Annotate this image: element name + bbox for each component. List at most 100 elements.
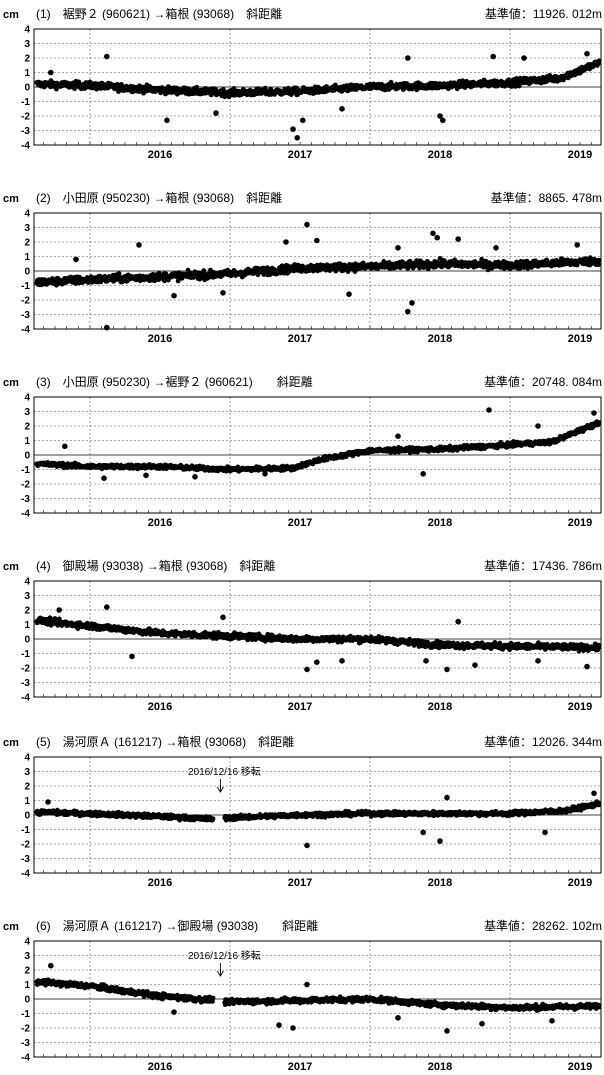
y-tick-label: 3 xyxy=(24,591,30,602)
x-tick-label: 2018 xyxy=(428,701,452,713)
chart-panel: cm(3) 小田原 (950230) →裾野２ (960621) 斜距離基準値：… xyxy=(0,375,604,531)
y-tick-label: 2 xyxy=(24,422,30,433)
data-point xyxy=(164,118,170,124)
y-tick-label: -2 xyxy=(21,664,30,675)
y-tick-label: -2 xyxy=(21,296,30,307)
data-point xyxy=(220,290,226,296)
data-point xyxy=(455,236,461,242)
y-tick-label: 1 xyxy=(24,252,30,263)
y-tick-label: 4 xyxy=(24,577,30,588)
data-point xyxy=(62,444,68,450)
y-tick-label: 1 xyxy=(24,620,30,631)
chart-panel: cm(5) 湯河原Ａ (161217) →箱根 (93068) 斜距離基準値：1… xyxy=(0,735,604,891)
data-point xyxy=(490,54,496,60)
data-point xyxy=(535,423,541,429)
data-point xyxy=(171,293,177,299)
y-tick-label: 4 xyxy=(24,209,30,220)
data-point xyxy=(220,615,226,621)
scatter-plot: 4 3 2 1 0 -1 -2 -3 -4 2016 2017 2018 2019 xyxy=(0,191,604,347)
data-point xyxy=(294,135,300,141)
y-tick-label: 4 xyxy=(24,393,30,404)
y-tick-label: -4 xyxy=(21,325,30,336)
y-tick-label: -3 xyxy=(21,854,30,865)
y-tick-label: 1 xyxy=(24,796,30,807)
data-point xyxy=(423,658,429,664)
data-point xyxy=(314,659,320,665)
data-point xyxy=(300,118,306,124)
data-point xyxy=(444,667,450,673)
data-point xyxy=(129,654,135,660)
data-point xyxy=(395,245,401,251)
y-tick-label: -3 xyxy=(21,678,30,689)
data-point xyxy=(405,309,411,315)
y-tick-label: 0 xyxy=(24,267,30,278)
data-point xyxy=(304,222,310,228)
x-tick-label: 2019 xyxy=(568,149,592,161)
y-tick-label: -1 xyxy=(21,465,30,476)
data-point xyxy=(574,242,580,248)
y-tick-label: -4 xyxy=(21,693,30,704)
data-point xyxy=(584,664,590,670)
y-tick-label: 2 xyxy=(24,238,30,249)
data-point xyxy=(136,242,142,248)
x-tick-label: 2018 xyxy=(428,877,452,889)
data-point xyxy=(584,51,590,57)
data-point xyxy=(143,473,149,479)
data-point xyxy=(395,433,401,439)
x-tick-label: 2017 xyxy=(288,333,312,345)
data-point xyxy=(283,239,289,245)
data-point xyxy=(104,54,110,60)
y-tick-label: 3 xyxy=(24,39,30,50)
data-point xyxy=(472,662,478,668)
y-tick-label: -4 xyxy=(21,141,30,152)
y-tick-label: -2 xyxy=(21,112,30,123)
data-point xyxy=(314,238,320,244)
data-point xyxy=(262,471,268,477)
data-point xyxy=(430,231,436,237)
x-tick-label: 2018 xyxy=(428,149,452,161)
x-tick-label: 2017 xyxy=(288,149,312,161)
y-tick-label: 0 xyxy=(24,83,30,94)
x-tick-label: 2016 xyxy=(148,333,172,345)
data-point xyxy=(405,55,411,61)
x-tick-label: 2019 xyxy=(568,517,592,529)
y-tick-label: 0 xyxy=(24,451,30,462)
data-point xyxy=(535,658,541,664)
x-tick-label: 2017 xyxy=(288,877,312,889)
data-point xyxy=(591,410,597,416)
y-tick-label: 2 xyxy=(24,54,30,65)
data-point xyxy=(290,126,296,132)
data-point xyxy=(409,300,415,306)
y-tick-label: 0 xyxy=(24,811,30,822)
x-tick-label: 2019 xyxy=(568,701,592,713)
y-tick-label: -4 xyxy=(21,869,30,880)
y-tick-label: 3 xyxy=(24,223,30,234)
x-tick-label: 2018 xyxy=(428,333,452,345)
y-tick-label: 3 xyxy=(24,407,30,418)
y-tick-label: 4 xyxy=(24,25,30,36)
x-tick-label: 2016 xyxy=(148,877,172,889)
y-tick-label: -1 xyxy=(21,825,30,836)
x-tick-label: 2019 xyxy=(568,877,592,889)
data-point xyxy=(493,245,499,251)
x-tick-label: 2017 xyxy=(288,517,312,529)
data-point xyxy=(521,55,527,61)
x-tick-label: 2019 xyxy=(568,333,592,345)
chart-panel: cm(2) 小田原 (950230) →箱根 (93068) 斜距離基準値：88… xyxy=(0,191,604,347)
data-point xyxy=(486,407,492,413)
y-tick-label: -1 xyxy=(21,281,30,292)
data-point xyxy=(192,474,198,480)
data-point xyxy=(54,87,59,92)
data-point xyxy=(440,118,446,124)
y-tick-label: -2 xyxy=(21,480,30,491)
data-point xyxy=(420,471,426,477)
y-tick-label: -4 xyxy=(21,509,30,520)
data-point xyxy=(304,667,310,673)
x-tick-label: 2016 xyxy=(148,517,172,529)
y-tick-label: -3 xyxy=(21,310,30,321)
data-point xyxy=(434,235,440,241)
